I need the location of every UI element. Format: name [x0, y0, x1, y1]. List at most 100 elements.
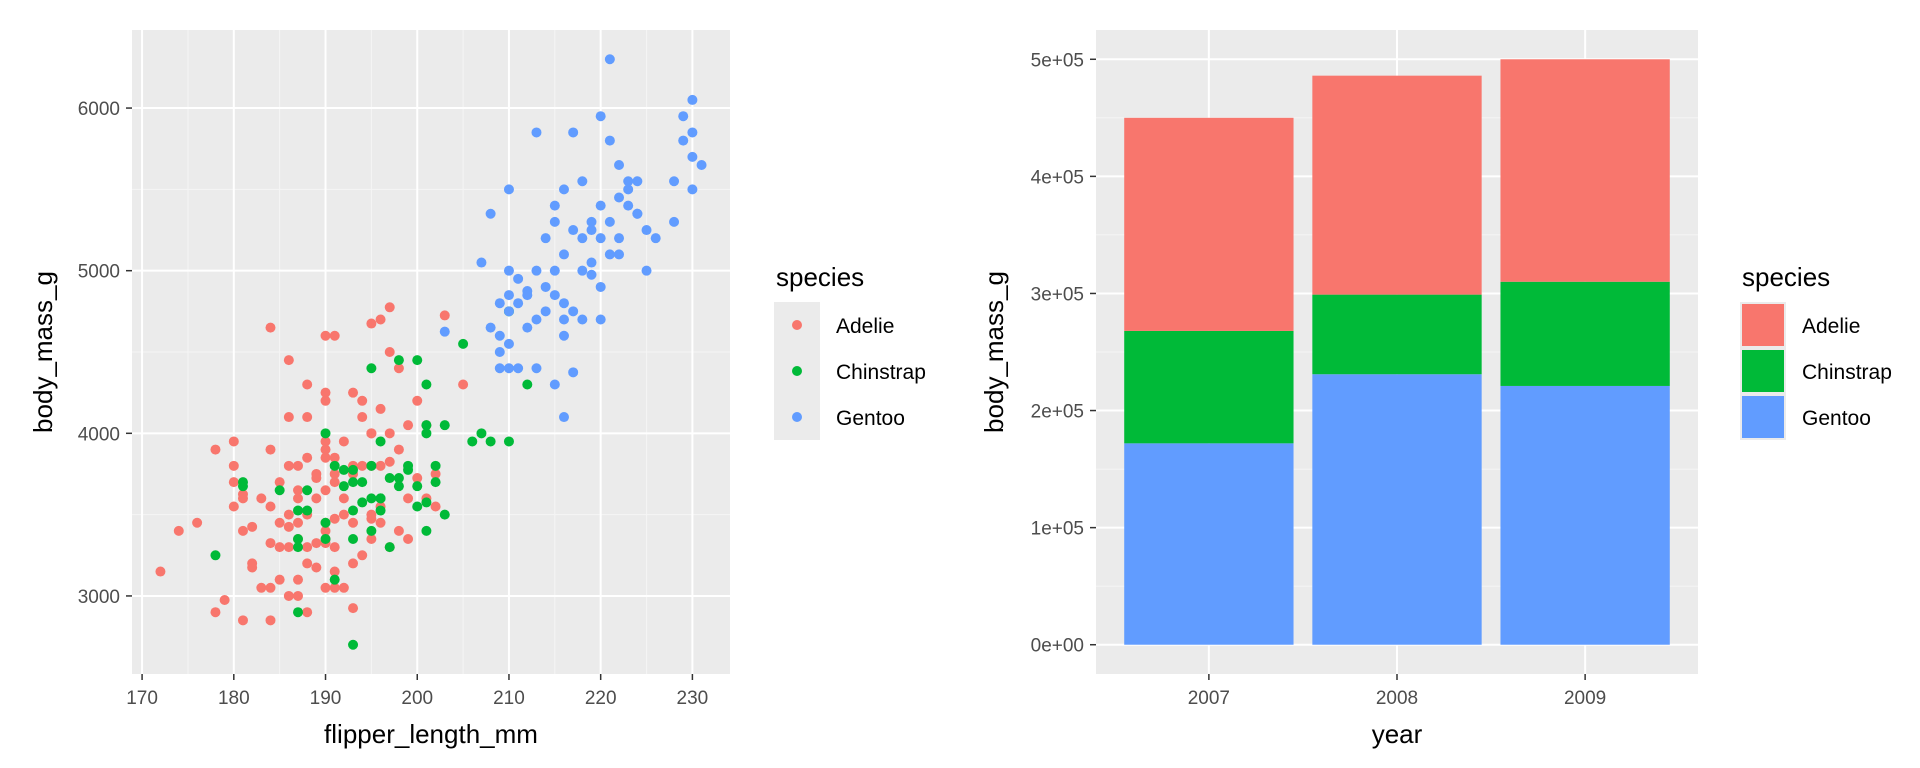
scatter-point-adelie	[293, 574, 304, 585]
scatter-point-chinstrap	[458, 338, 469, 349]
scatter-point-gentoo	[604, 54, 615, 65]
scatter-point-chinstrap	[375, 436, 386, 447]
scatter-point-gentoo	[577, 314, 588, 325]
bar-legend-key-gentoo	[1742, 396, 1784, 438]
scatter-point-adelie	[348, 387, 359, 398]
scatter-point-gentoo	[604, 216, 615, 227]
scatter-point-gentoo	[549, 290, 560, 301]
scatter-points	[155, 54, 707, 650]
scatter-point-chinstrap	[393, 481, 404, 492]
scatter-point-gentoo	[503, 265, 514, 276]
scatter-point-adelie	[192, 517, 203, 528]
scatter-point-gentoo	[604, 249, 615, 260]
scatter-point-adelie	[338, 436, 349, 447]
scatter-axes: 170 180 190 200 210 220 230 3000 4000 5000 6000	[78, 99, 709, 709]
scatter-point-adelie	[320, 395, 331, 406]
scatter-point-chinstrap	[430, 460, 441, 471]
scatter-x-tick-label: 210	[493, 688, 525, 709]
scatter-point-gentoo	[595, 111, 606, 122]
scatter-point-gentoo	[513, 298, 524, 309]
scatter-point-adelie	[375, 403, 386, 414]
scatter-point-chinstrap	[293, 505, 304, 516]
bar-y-tick-label: 0e+00	[1031, 636, 1084, 657]
scatter-point-gentoo	[513, 273, 524, 284]
scatter-point-chinstrap	[302, 505, 313, 516]
scatter-point-adelie	[348, 517, 359, 528]
scatter-point-adelie	[228, 460, 239, 471]
scatter-point-chinstrap	[421, 428, 432, 439]
scatter-point-adelie	[329, 452, 340, 463]
scatter-point-adelie	[247, 558, 258, 569]
bar-segment-chinstrap-2008	[1312, 294, 1482, 375]
scatter-y-tick-label: 3000	[78, 587, 120, 608]
scatter-point-adelie	[265, 444, 276, 455]
scatter-point-adelie	[384, 456, 395, 467]
scatter-point-gentoo	[558, 249, 569, 260]
scatter-point-gentoo	[687, 127, 698, 138]
scatter-point-chinstrap	[338, 464, 349, 475]
scatter-point-adelie	[403, 420, 414, 431]
scatter-point-adelie	[375, 314, 386, 325]
scatter-point-gentoo	[614, 159, 625, 170]
scatter-point-gentoo	[586, 257, 597, 268]
scatter-point-adelie	[357, 395, 368, 406]
bar-axes: 0e+00 1e+05 2e+05 3e+05 4e+05 5e+05 2007 2008 20…	[1031, 50, 1607, 709]
scatter-point-adelie	[329, 566, 340, 577]
scatter-point-adelie	[384, 347, 395, 357]
scatter-point-gentoo	[568, 225, 579, 236]
scatter-point-gentoo	[623, 176, 634, 187]
scatter-point-gentoo	[568, 367, 579, 378]
scatter-point-gentoo	[549, 265, 560, 276]
scatter-point-adelie	[320, 330, 331, 341]
scatter-point-adelie	[366, 428, 377, 439]
scatter-y-tick-label: 5000	[78, 262, 120, 283]
scatter-point-gentoo	[623, 184, 634, 195]
scatter-legend-key-gentoo	[792, 412, 802, 422]
scatter-point-adelie	[155, 566, 166, 577]
scatter-point-adelie	[274, 574, 285, 585]
scatter-legend-key-chinstrap	[792, 366, 802, 376]
scatter-point-gentoo	[669, 216, 680, 227]
scatter-point-adelie	[366, 509, 377, 520]
scatter-point-adelie	[302, 542, 313, 553]
scatter-point-gentoo	[586, 216, 597, 227]
scatter-point-chinstrap	[503, 436, 514, 447]
scatter-point-gentoo	[549, 200, 560, 211]
scatter-point-gentoo	[476, 257, 487, 268]
scatter-point-gentoo	[503, 338, 514, 349]
scatter-point-adelie	[439, 310, 450, 321]
scatter-point-gentoo	[540, 306, 551, 317]
scatter-point-adelie	[283, 412, 294, 423]
scatter-point-adelie	[283, 590, 294, 601]
bar-x-tick-label: 2007	[1188, 688, 1230, 709]
bar-legend-key-adelie	[1742, 304, 1784, 346]
scatter-point-adelie	[237, 525, 248, 536]
bar-y-tick-label: 4e+05	[1031, 167, 1084, 188]
scatter-point-adelie	[302, 607, 313, 618]
scatter-point-adelie	[302, 452, 313, 463]
scatter-point-adelie	[274, 542, 285, 553]
scatter-point-chinstrap	[485, 436, 496, 447]
scatter-point-adelie	[265, 538, 276, 549]
scatter-point-chinstrap	[348, 505, 359, 516]
bar-x-axis-title: year	[1372, 719, 1423, 749]
bar-segment-gentoo-2008	[1312, 374, 1482, 645]
scatter-legend-label: Gentoo	[836, 407, 905, 430]
scatter-point-gentoo	[558, 330, 569, 341]
scatter-point-adelie	[237, 493, 248, 504]
bar-y-tick-label: 5e+05	[1031, 50, 1084, 71]
scatter-point-gentoo	[494, 330, 505, 341]
scatter-point-adelie	[338, 582, 349, 593]
scatter-point-adelie	[329, 513, 340, 524]
scatter-point-chinstrap	[293, 607, 304, 618]
scatter-point-gentoo	[650, 233, 661, 244]
scatter-point-adelie	[357, 460, 368, 471]
bar-legend: species Adelie Chinstrap Gentoo	[1740, 262, 1892, 440]
scatter-point-adelie	[412, 473, 423, 484]
scatter-point-gentoo	[485, 322, 496, 333]
scatter-point-gentoo	[614, 249, 625, 260]
scatter-point-adelie	[430, 468, 441, 479]
scatter-point-chinstrap	[348, 639, 359, 650]
scatter-point-gentoo	[696, 159, 707, 170]
bar-y-tick-label: 2e+05	[1031, 402, 1084, 423]
